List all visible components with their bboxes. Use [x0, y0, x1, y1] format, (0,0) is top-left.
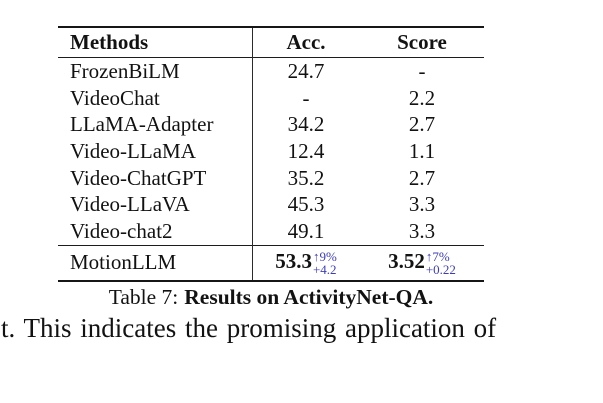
score-value: 3.52 [388, 249, 425, 274]
acc-cell: 45.3 [287, 192, 325, 217]
table-row: LLaMA-Adapter 34.2 2.7 [58, 111, 484, 138]
score-cell: 3.3 [408, 218, 436, 243]
acc-value: 53.3 [275, 249, 312, 274]
score-cell: 2.7 [408, 112, 436, 137]
acc-cell-highlight: 53.3 ↑9% +4.2 [252, 249, 360, 276]
body-text-fragment: t. This indicates the promising applicat… [1, 313, 497, 343]
table-header-row: Methods Acc. Score [58, 28, 484, 58]
acc-cell: 35.2 [287, 165, 325, 190]
table-row: Video-chat2 49.1 3.3 [58, 218, 484, 245]
score-cell: 1.1 [408, 138, 436, 163]
method-cell: VideoChat [70, 85, 160, 110]
table-row: FrozenBiLM 24.7 - [58, 58, 484, 85]
score-cell: - [418, 58, 426, 83]
acc-gain-percent: ↑9% [312, 249, 337, 265]
table-row: Video-LLaVA 45.3 3.3 [58, 191, 484, 218]
acc-gain-absolute: +4.2 [312, 262, 337, 278]
method-cell: FrozenBiLM [70, 58, 180, 83]
table-row: VideoChat - 2.2 [58, 85, 484, 112]
results-table: Methods Acc. Score FrozenBiLM 24.7 - Vid… [58, 26, 484, 282]
method-cell: Video-ChatGPT [70, 165, 207, 190]
col-header-acc: Acc. [286, 30, 326, 54]
acc-cell: 24.7 [287, 58, 325, 83]
table-caption: Table 7: Results on ActivityNet-QA. [58, 285, 484, 310]
score-cell: 3.3 [408, 192, 436, 217]
score-gain-absolute: +0.22 [425, 262, 456, 278]
acc-cell: 34.2 [287, 112, 325, 137]
acc-cell: 12.4 [287, 138, 325, 163]
table-row: Video-LLaMA 12.4 1.1 [58, 138, 484, 165]
method-cell: Video-chat2 [70, 218, 173, 243]
score-cell-highlight: 3.52 ↑7% +0.22 [360, 249, 484, 276]
method-cell: MotionLLM [70, 250, 177, 275]
score-cell: 2.7 [408, 165, 436, 190]
col-header-methods: Methods [70, 30, 149, 54]
score-gain-percent: ↑7% [425, 249, 450, 265]
caption-title: Results on ActivityNet-QA. [184, 285, 434, 309]
table-column-divider [252, 28, 253, 280]
acc-cell: - [302, 85, 310, 110]
caption-label: Table 7: [108, 285, 179, 309]
score-annotation: ↑7% +0.22 [426, 250, 456, 277]
method-cell: Video-LLaVA [70, 192, 190, 217]
acc-annotation: ↑9% +4.2 [313, 250, 337, 277]
col-header-score: Score [397, 30, 447, 54]
method-cell: Video-LLaMA [70, 138, 196, 163]
score-cell: 2.2 [408, 85, 436, 110]
method-cell: LLaMA-Adapter [70, 112, 214, 137]
acc-cell: 49.1 [287, 218, 325, 243]
table-row: Video-ChatGPT 35.2 2.7 [58, 165, 484, 192]
highlight-row-motionllm: MotionLLM 53.3 ↑9% +4.2 3.52 ↑7% +0.22 [58, 244, 484, 280]
